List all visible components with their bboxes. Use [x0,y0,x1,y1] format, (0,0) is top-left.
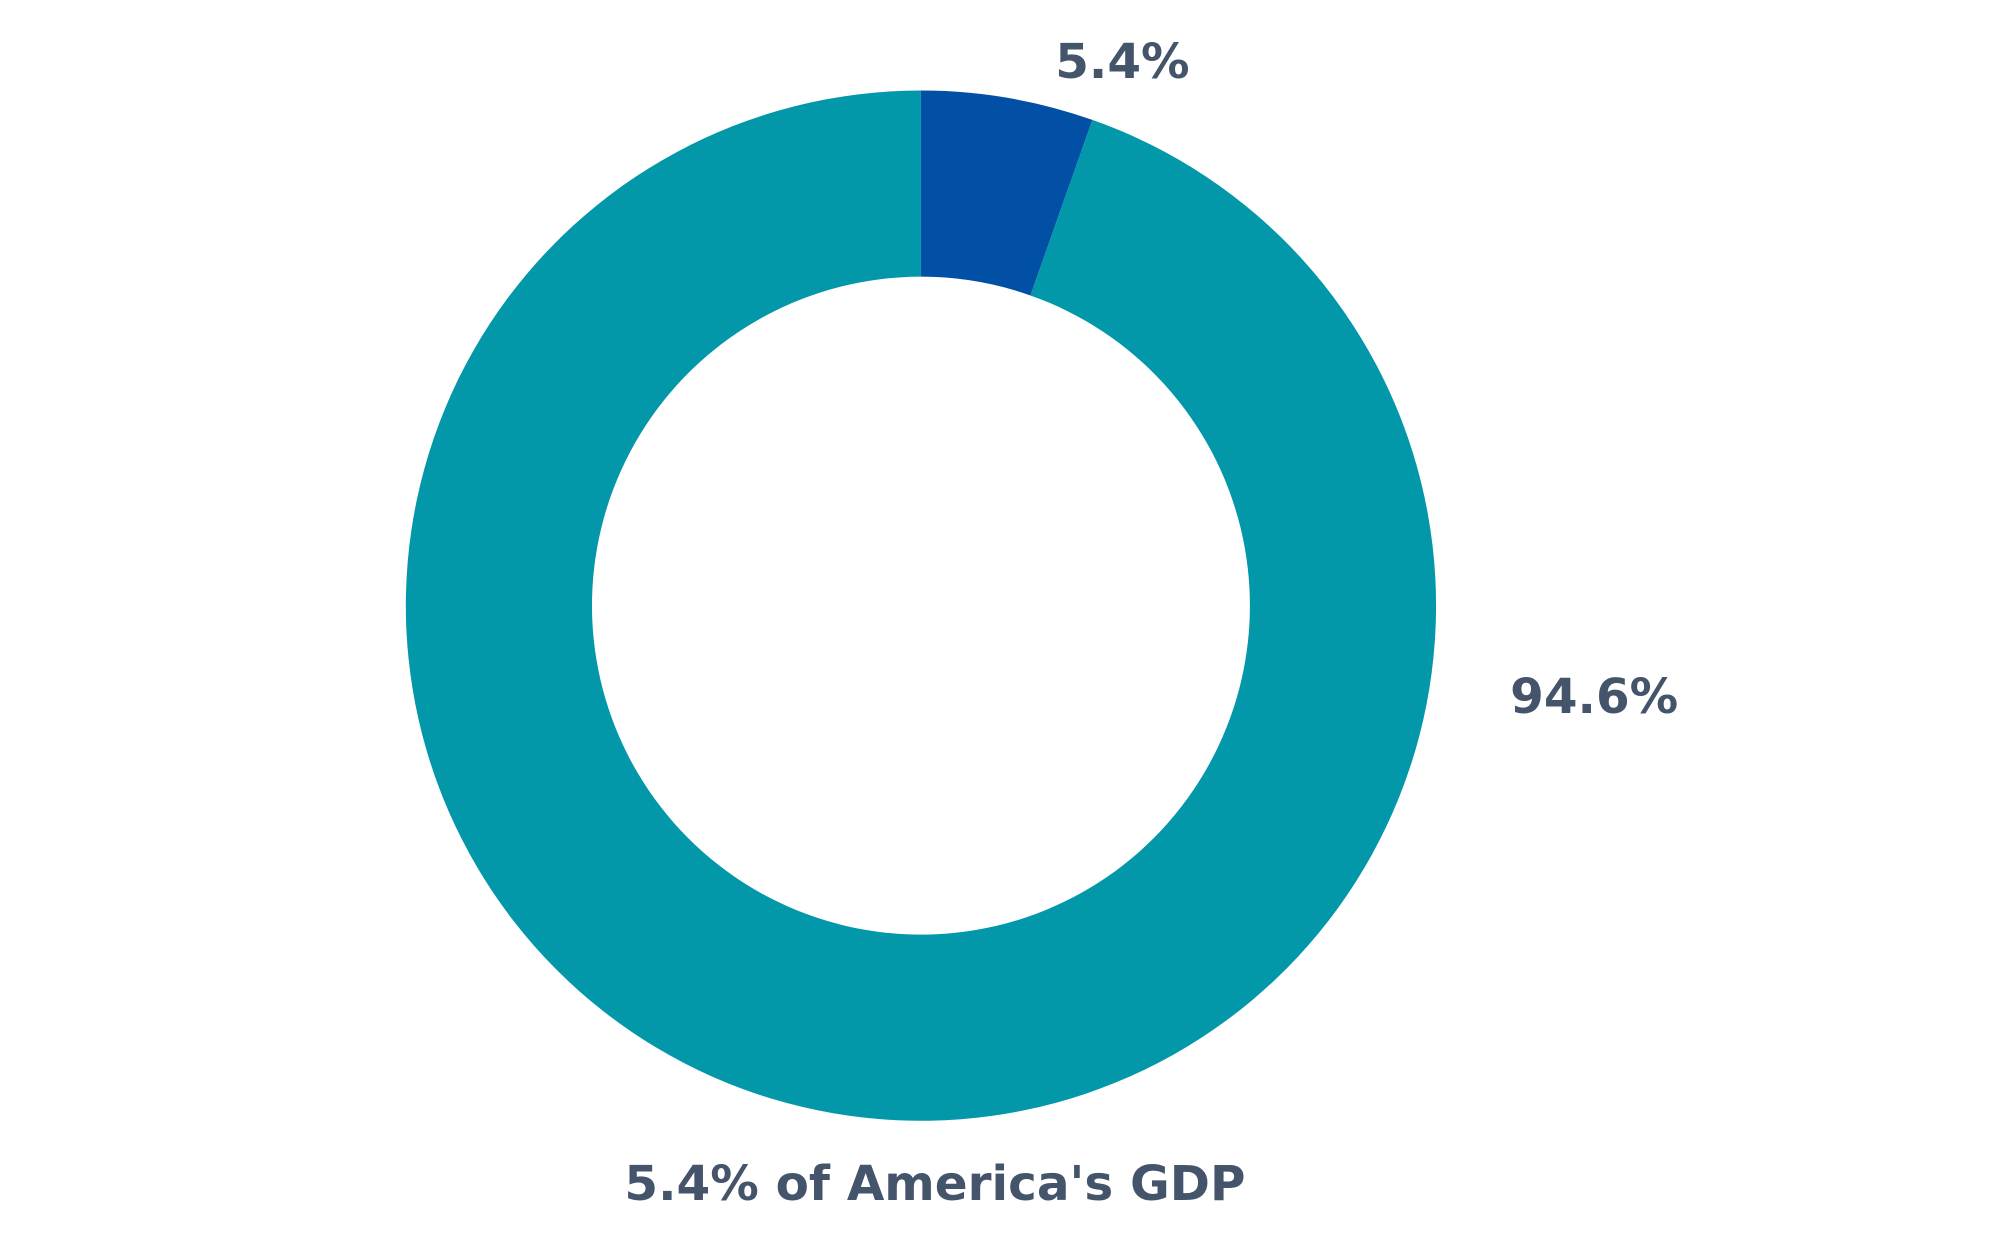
donut-slices [405,90,1437,1121]
donut-slice-1 [405,90,1437,1121]
slice-label-large: 94.6% [1510,669,1678,725]
slice-label-small: 5.4% [1055,34,1189,90]
donut-slice-0 [920,90,1093,296]
chart-title: 5.4% of America's GDP [624,1156,1245,1212]
